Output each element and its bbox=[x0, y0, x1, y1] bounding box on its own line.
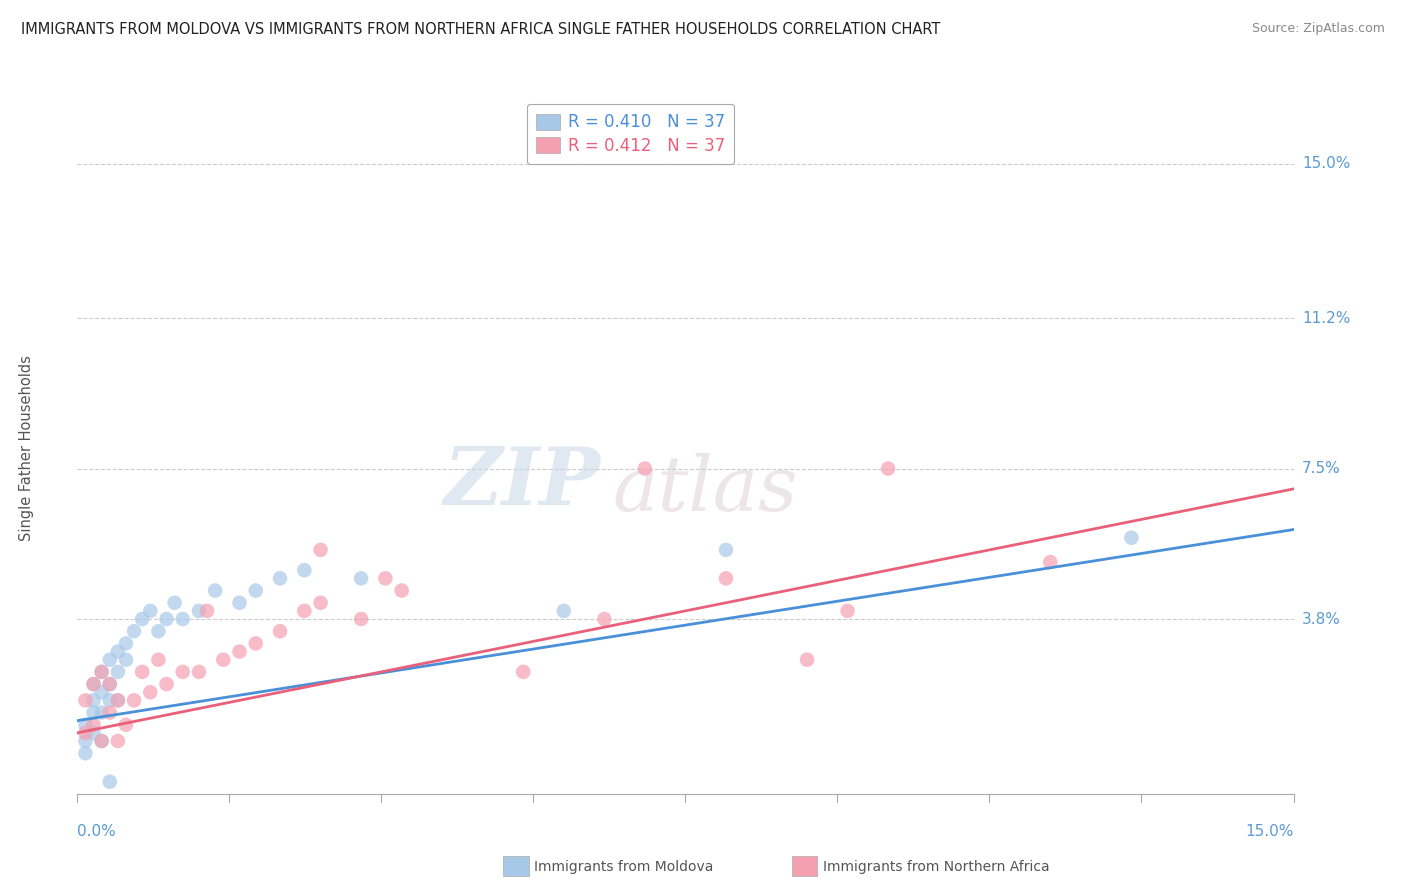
Point bbox=[228, 596, 250, 610]
Point bbox=[512, 665, 534, 679]
Point bbox=[90, 665, 112, 679]
Point bbox=[90, 734, 112, 748]
Point bbox=[391, 583, 413, 598]
Text: 3.8%: 3.8% bbox=[1302, 612, 1341, 626]
Point bbox=[83, 717, 105, 731]
Point bbox=[245, 583, 267, 598]
Point bbox=[553, 604, 575, 618]
Point bbox=[107, 693, 129, 707]
Point bbox=[90, 706, 112, 720]
Point bbox=[98, 693, 121, 707]
Text: 7.5%: 7.5% bbox=[1302, 461, 1340, 476]
Point bbox=[204, 583, 226, 598]
Point bbox=[212, 653, 235, 667]
Bar bbox=[792, 856, 817, 876]
Point bbox=[163, 596, 186, 610]
Point bbox=[139, 604, 162, 618]
Point bbox=[188, 604, 211, 618]
Point bbox=[1039, 555, 1062, 569]
Point bbox=[634, 461, 657, 475]
Point bbox=[98, 706, 121, 720]
Text: 11.2%: 11.2% bbox=[1302, 310, 1350, 326]
Point bbox=[75, 693, 97, 707]
Point bbox=[131, 612, 153, 626]
Text: Immigrants from Northern Africa: Immigrants from Northern Africa bbox=[823, 860, 1049, 874]
Point bbox=[83, 706, 105, 720]
Point bbox=[98, 677, 121, 691]
Point bbox=[107, 665, 129, 679]
Point bbox=[115, 636, 138, 650]
Point bbox=[115, 653, 138, 667]
Point bbox=[83, 677, 105, 691]
Point bbox=[115, 717, 138, 731]
Point bbox=[90, 665, 112, 679]
Bar bbox=[503, 856, 529, 876]
Text: 15.0%: 15.0% bbox=[1246, 824, 1294, 839]
Point bbox=[98, 677, 121, 691]
Point bbox=[83, 677, 105, 691]
Point bbox=[172, 665, 194, 679]
Point bbox=[98, 774, 121, 789]
Point bbox=[228, 644, 250, 658]
Point bbox=[714, 571, 737, 585]
Point bbox=[292, 604, 315, 618]
Text: ZIP: ZIP bbox=[443, 444, 600, 522]
Point bbox=[309, 542, 332, 557]
Point bbox=[155, 677, 177, 691]
Legend: R = 0.410   N = 37, R = 0.412   N = 37: R = 0.410 N = 37, R = 0.412 N = 37 bbox=[527, 104, 734, 164]
Text: 15.0%: 15.0% bbox=[1302, 156, 1350, 171]
Point bbox=[90, 734, 112, 748]
Point bbox=[714, 542, 737, 557]
Point bbox=[593, 612, 616, 626]
Point bbox=[350, 571, 373, 585]
Point bbox=[1121, 531, 1143, 545]
Point bbox=[83, 693, 105, 707]
Text: Source: ZipAtlas.com: Source: ZipAtlas.com bbox=[1251, 22, 1385, 36]
Point bbox=[139, 685, 162, 699]
Point bbox=[837, 604, 859, 618]
Point bbox=[75, 746, 97, 760]
Point bbox=[107, 644, 129, 658]
Point bbox=[155, 612, 177, 626]
Point bbox=[188, 665, 211, 679]
Point bbox=[98, 653, 121, 667]
Point bbox=[309, 596, 332, 610]
Text: Single Father Households: Single Father Households bbox=[18, 355, 34, 541]
Point bbox=[107, 693, 129, 707]
Point bbox=[122, 693, 145, 707]
Point bbox=[75, 717, 97, 731]
Point bbox=[796, 653, 818, 667]
Point bbox=[374, 571, 396, 585]
Point bbox=[148, 653, 170, 667]
Point bbox=[90, 685, 112, 699]
Text: IMMIGRANTS FROM MOLDOVA VS IMMIGRANTS FROM NORTHERN AFRICA SINGLE FATHER HOUSEHO: IMMIGRANTS FROM MOLDOVA VS IMMIGRANTS FR… bbox=[21, 22, 941, 37]
Point bbox=[75, 726, 97, 740]
Point bbox=[195, 604, 218, 618]
Point bbox=[122, 624, 145, 639]
Point bbox=[269, 571, 291, 585]
Point bbox=[245, 636, 267, 650]
Point bbox=[107, 734, 129, 748]
Text: Immigrants from Moldova: Immigrants from Moldova bbox=[534, 860, 714, 874]
Text: atlas: atlas bbox=[613, 453, 797, 526]
Point bbox=[148, 624, 170, 639]
Point bbox=[83, 726, 105, 740]
Point bbox=[75, 734, 97, 748]
Text: 0.0%: 0.0% bbox=[77, 824, 117, 839]
Point bbox=[292, 563, 315, 577]
Point bbox=[269, 624, 291, 639]
Point bbox=[877, 461, 900, 475]
Point bbox=[131, 665, 153, 679]
Point bbox=[350, 612, 373, 626]
Point bbox=[172, 612, 194, 626]
